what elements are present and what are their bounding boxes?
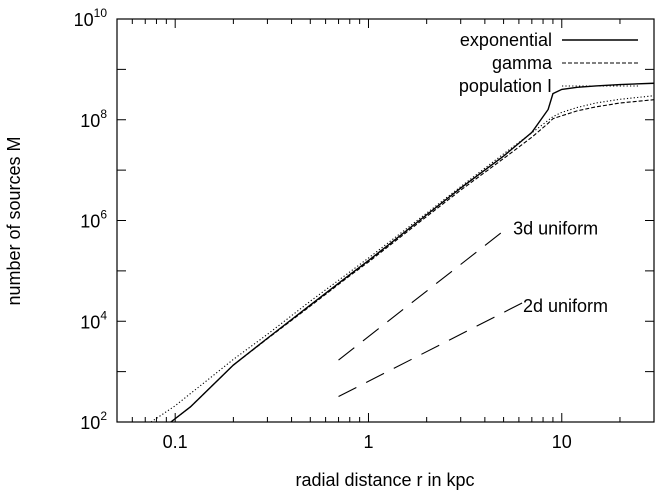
series-line-population-i xyxy=(150,95,655,423)
annotation-text: 3d uniform xyxy=(513,218,598,238)
legend-label: gamma xyxy=(492,53,553,73)
series-line-gamma xyxy=(170,99,655,423)
tick-labels: 0.1 1 10 102 104 106 108 1010 xyxy=(74,6,572,452)
annotation-text: 2d uniform xyxy=(523,296,608,316)
axis-ticks xyxy=(116,18,655,423)
series-group xyxy=(150,82,655,423)
series-line-uniform-4 xyxy=(338,300,526,398)
x-tick-label: 10 xyxy=(552,432,572,452)
legend-label: population I xyxy=(459,76,552,96)
annotations: 3d uniform 2d uniform xyxy=(513,218,608,316)
y-tick-label: 1010 xyxy=(74,6,108,30)
legend: exponential gamma population I xyxy=(459,30,638,96)
y-tick-label: 104 xyxy=(80,308,107,332)
legend-label: exponential xyxy=(460,30,552,50)
x-tick-label: 1 xyxy=(363,432,373,452)
y-tick-label: 106 xyxy=(80,208,107,232)
x-axis-label: radial distance r in kpc xyxy=(295,470,474,490)
y-tick-label: 102 xyxy=(80,409,107,433)
series-line-exponential xyxy=(170,82,655,423)
x-tick-label: 0.1 xyxy=(163,432,188,452)
series-line-uniform-3 xyxy=(338,227,508,361)
y-axis-label: number of sources M xyxy=(4,136,24,305)
y-tick-label: 108 xyxy=(80,107,107,131)
